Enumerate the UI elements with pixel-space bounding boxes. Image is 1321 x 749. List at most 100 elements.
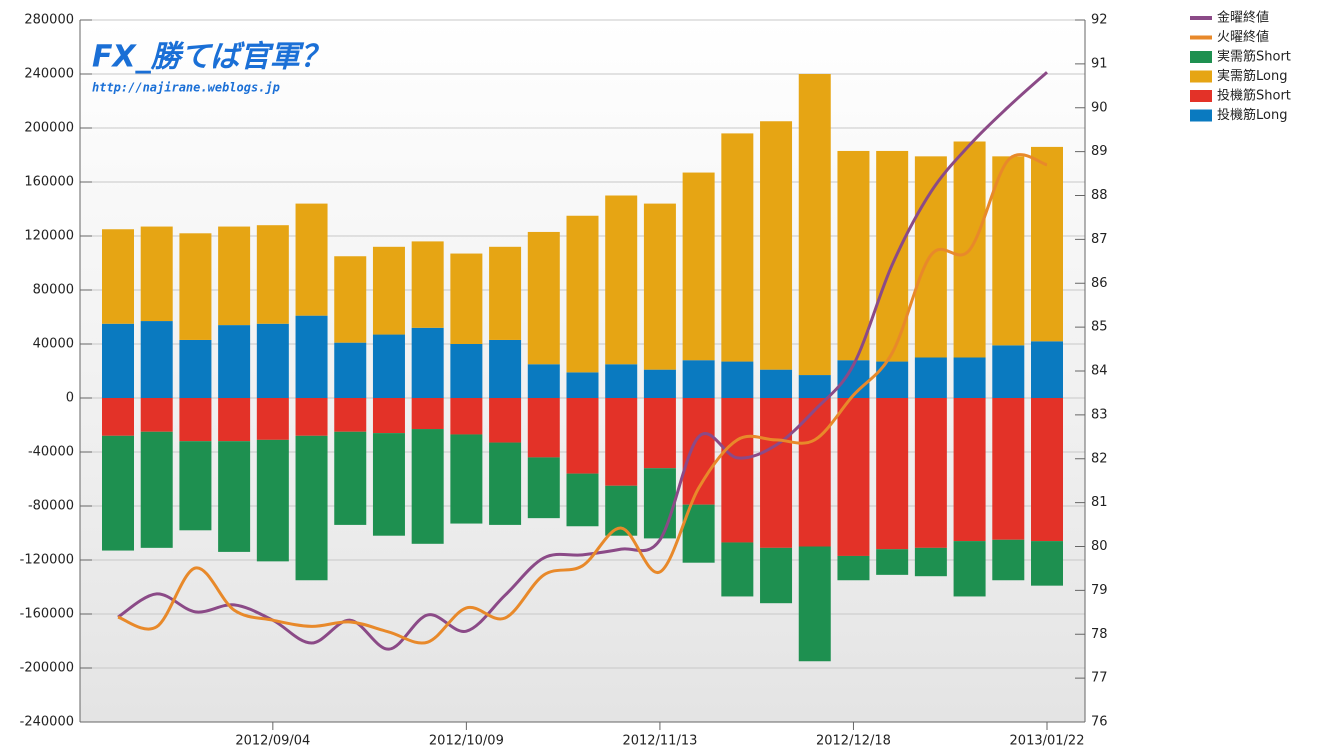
y2-tick-label: 80 xyxy=(1091,539,1108,554)
bar xyxy=(218,398,251,442)
x-tick-label: 2012/11/13 xyxy=(622,734,697,749)
legend-label: 実需筋Long xyxy=(1217,68,1287,84)
bar xyxy=(179,398,212,442)
y2-tick-label: 84 xyxy=(1091,364,1108,379)
legend-label: 投機筋Long xyxy=(1217,107,1287,123)
bar xyxy=(1031,541,1063,586)
y-tick-label: 120000 xyxy=(24,229,74,244)
bar xyxy=(218,441,251,552)
y2-tick-label: 86 xyxy=(1091,276,1108,291)
bar xyxy=(489,442,522,525)
bar xyxy=(605,364,638,398)
legend-label: 火曜終値 xyxy=(1217,29,1269,45)
legend-line xyxy=(1190,35,1212,40)
y2-tick-label: 88 xyxy=(1091,188,1108,203)
bar xyxy=(760,547,793,604)
bar xyxy=(837,398,870,556)
x-tick-label: 2012/09/04 xyxy=(235,734,310,749)
bar xyxy=(179,233,212,340)
bar xyxy=(914,357,947,398)
bar xyxy=(140,398,173,432)
bar xyxy=(334,342,367,398)
bar xyxy=(102,229,134,324)
legend-label: 投機筋Short xyxy=(1217,88,1291,104)
bar xyxy=(218,226,251,326)
bar xyxy=(450,434,483,524)
bar xyxy=(914,547,947,577)
bar xyxy=(256,323,289,398)
bar xyxy=(721,361,754,398)
y2-tick-label: 82 xyxy=(1091,451,1108,466)
bar xyxy=(527,364,560,398)
bar xyxy=(953,357,986,398)
y-tick-label: 0 xyxy=(66,391,74,406)
y2-tick-label: 87 xyxy=(1091,232,1108,247)
bar xyxy=(411,241,444,328)
bar xyxy=(372,334,405,398)
y-tick-label: 240000 xyxy=(24,67,74,82)
y2-tick-label: 89 xyxy=(1091,144,1108,159)
bar xyxy=(372,433,405,536)
bar xyxy=(953,398,986,542)
bar xyxy=(179,441,212,531)
bar xyxy=(102,398,134,436)
y2-tick-label: 91 xyxy=(1091,56,1108,71)
bar xyxy=(295,398,328,436)
bar xyxy=(566,215,599,373)
bar xyxy=(992,539,1025,581)
bar xyxy=(798,546,831,662)
watermark-url: http://najirane.weblogs.jp xyxy=(92,81,280,95)
legend-swatch xyxy=(1190,109,1212,122)
y-tick-label: 200000 xyxy=(24,121,74,136)
bar xyxy=(527,231,560,365)
y-tick-label: -40000 xyxy=(28,445,74,460)
bar xyxy=(411,398,444,430)
x-tick-label: 2013/01/22 xyxy=(1010,734,1085,749)
bar xyxy=(798,74,831,376)
y-tick-label: 80000 xyxy=(33,283,74,298)
bar xyxy=(721,542,754,597)
bar xyxy=(643,398,676,469)
legend-line xyxy=(1190,16,1212,20)
bar xyxy=(721,133,754,362)
y-tick-label: -200000 xyxy=(20,661,74,676)
bar xyxy=(489,246,522,340)
bar xyxy=(334,256,367,343)
bar xyxy=(682,172,715,361)
bar xyxy=(682,360,715,398)
bar xyxy=(295,315,328,398)
bar xyxy=(411,327,444,398)
bar xyxy=(102,323,134,398)
bar xyxy=(334,398,367,432)
bar xyxy=(256,398,289,440)
bar xyxy=(450,253,483,344)
bar xyxy=(992,398,1025,540)
bar xyxy=(643,203,676,370)
y2-tick-label: 77 xyxy=(1091,671,1108,686)
bar xyxy=(140,431,173,548)
y-tick-label: -160000 xyxy=(20,607,74,622)
y-tick-label: 40000 xyxy=(33,337,74,352)
line xyxy=(117,153,1048,645)
y-tick-label: -120000 xyxy=(20,553,74,568)
bar xyxy=(140,226,173,322)
y2-tick-label: 81 xyxy=(1091,495,1108,510)
bar xyxy=(295,435,328,581)
bar xyxy=(527,457,560,519)
y2-tick-label: 92 xyxy=(1091,13,1108,28)
y2-tick-label: 78 xyxy=(1091,627,1108,642)
bar xyxy=(411,429,444,544)
y2-tick-label: 83 xyxy=(1091,407,1108,422)
bar xyxy=(527,398,560,458)
legend-label: 金曜終値 xyxy=(1217,10,1269,26)
watermark-title: FX_勝てば官軍？ xyxy=(92,40,330,75)
bar xyxy=(1031,398,1063,542)
y2-tick-label: 76 xyxy=(1091,715,1108,730)
bar xyxy=(876,398,909,550)
bar xyxy=(566,473,599,527)
bar xyxy=(256,439,289,562)
bar xyxy=(721,398,754,543)
bar xyxy=(760,369,793,398)
bar xyxy=(450,344,483,398)
